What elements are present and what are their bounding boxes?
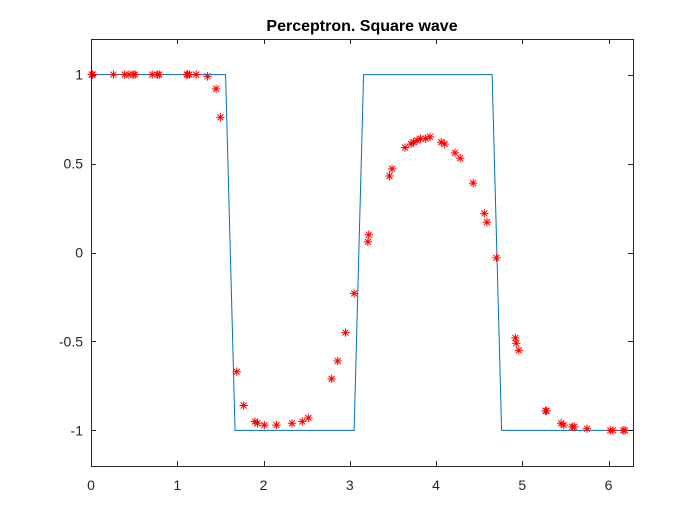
data-point-marker: [387, 164, 397, 174]
y-tick-label: -0.5: [59, 333, 83, 349]
data-point-marker: [88, 70, 97, 79]
data-point-marker: [412, 136, 422, 145]
data-point-marker: [456, 154, 465, 163]
x-tick-label: 0: [87, 477, 95, 493]
data-point-marker: [349, 289, 359, 298]
data-point-marker: [620, 426, 630, 435]
data-point-marker: [341, 328, 350, 337]
data-point-marker: [253, 419, 262, 428]
data-point-marker: [492, 253, 501, 263]
data-point-marker: [109, 70, 118, 79]
y-tick-label: 1: [75, 67, 83, 83]
series-line-square-wave: [91, 74, 633, 431]
data-point-marker: [216, 113, 225, 122]
data-point-marker: [425, 132, 435, 142]
x-tick-label: 3: [346, 477, 354, 493]
axes-layer: 0 1 2 3 4 5 6 1 0.5 0 -0.5 -1: [59, 39, 634, 493]
data-point-marker: [400, 143, 410, 152]
data-point-marker: [440, 139, 449, 149]
series-scatter-points: [87, 70, 630, 435]
series-layer: [87, 70, 633, 435]
data-point-marker: [582, 424, 592, 433]
data-point-marker: [333, 356, 342, 366]
data-point-marker: [120, 70, 129, 79]
data-point-marker: [304, 413, 313, 423]
data-point-marker: [468, 178, 478, 188]
data-point-marker: [416, 134, 425, 143]
data-point-marker: [542, 406, 551, 416]
data-point-marker: [514, 346, 524, 355]
data-point-marker: [272, 420, 281, 430]
data-point-marker: [511, 333, 520, 343]
data-point-marker: [559, 420, 568, 430]
chart-title: Perceptron. Square wave: [266, 18, 457, 35]
data-point-marker: [124, 70, 134, 79]
data-point-marker: [512, 339, 521, 348]
data-point-marker: [154, 70, 164, 79]
data-point-marker: [556, 419, 566, 428]
y-tick-label: 0.5: [64, 156, 84, 172]
data-point-marker: [260, 420, 269, 430]
data-point-marker: [148, 70, 157, 79]
data-point-marker: [185, 70, 194, 79]
data-point-marker: [203, 72, 212, 81]
data-point-marker: [409, 137, 418, 147]
data-point-marker: [437, 137, 446, 147]
x-tick-label: 6: [605, 477, 613, 493]
data-point-marker: [482, 218, 492, 227]
data-point-marker: [211, 84, 221, 94]
data-point-marker: [450, 148, 460, 158]
data-point-marker: [421, 134, 430, 143]
axes-background: [91, 39, 633, 466]
data-point-marker: [363, 237, 373, 247]
data-point-marker: [569, 422, 579, 432]
data-point-marker: [192, 70, 201, 79]
x-tick-label: 1: [173, 477, 181, 493]
data-point-marker: [327, 374, 336, 384]
y-tick-label: -1: [71, 422, 84, 438]
data-point-marker: [608, 426, 618, 435]
data-point-marker: [385, 171, 394, 181]
data-point-marker: [480, 209, 489, 218]
data-point-marker: [250, 417, 260, 426]
data-point-marker: [364, 230, 373, 239]
data-point-marker: [130, 70, 140, 79]
data-point-marker: [239, 401, 248, 410]
x-tick-label: 5: [518, 477, 526, 493]
data-point-marker: [287, 419, 297, 428]
x-tick-label: 4: [432, 477, 440, 493]
data-point-marker: [406, 139, 416, 149]
data-point-marker: [232, 367, 241, 376]
data-point-marker: [298, 417, 307, 426]
x-tick-label: 2: [260, 477, 268, 493]
y-tick-label: 0: [75, 245, 83, 261]
